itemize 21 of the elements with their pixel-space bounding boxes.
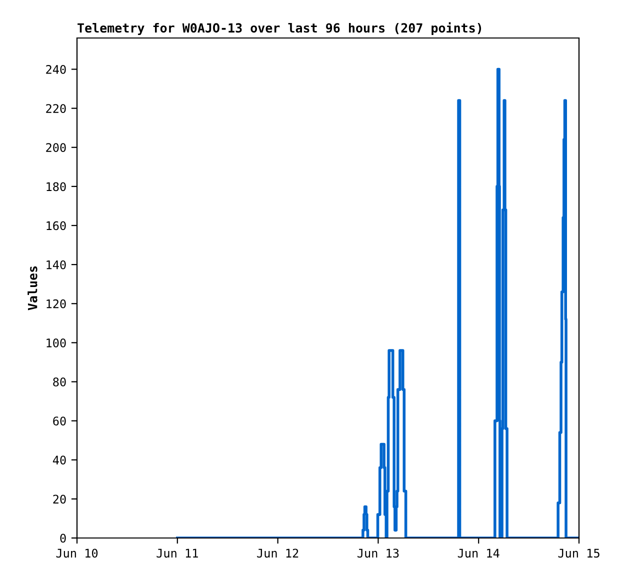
y-tick-label: 220 xyxy=(46,104,66,113)
y-tick-label: 240 xyxy=(46,65,66,74)
x-tick-label: Jun 15 xyxy=(558,548,600,558)
y-tick-label: 140 xyxy=(46,260,66,270)
y-tick-label: 40 xyxy=(52,456,66,465)
x-tick-label: Jun 11 xyxy=(156,548,198,558)
chart-title: Telemetry for W0AJO-13 over last 96 hours (207 points) xyxy=(78,22,482,36)
y-tick-label: 200 xyxy=(46,143,66,152)
y-tick-label: 20 xyxy=(53,494,66,504)
y-tick-label: 80 xyxy=(53,378,66,386)
y-tick-label: 180 xyxy=(46,182,66,192)
y-tick-label: 160 xyxy=(46,221,66,230)
y-tick-label: 60 xyxy=(53,416,66,426)
y-axis-title: Values xyxy=(28,266,38,310)
x-tick-label: Jun 12 xyxy=(257,548,298,558)
x-tick-label: Jun 13 xyxy=(358,548,399,558)
y-tick-label: 0 xyxy=(60,534,66,543)
x-tick-label: Jun 14 xyxy=(458,548,500,558)
y-tick-label: 120 xyxy=(46,299,66,308)
x-tick-label: Jun 10 xyxy=(56,548,98,558)
y-tick-label: 100 xyxy=(46,338,66,348)
